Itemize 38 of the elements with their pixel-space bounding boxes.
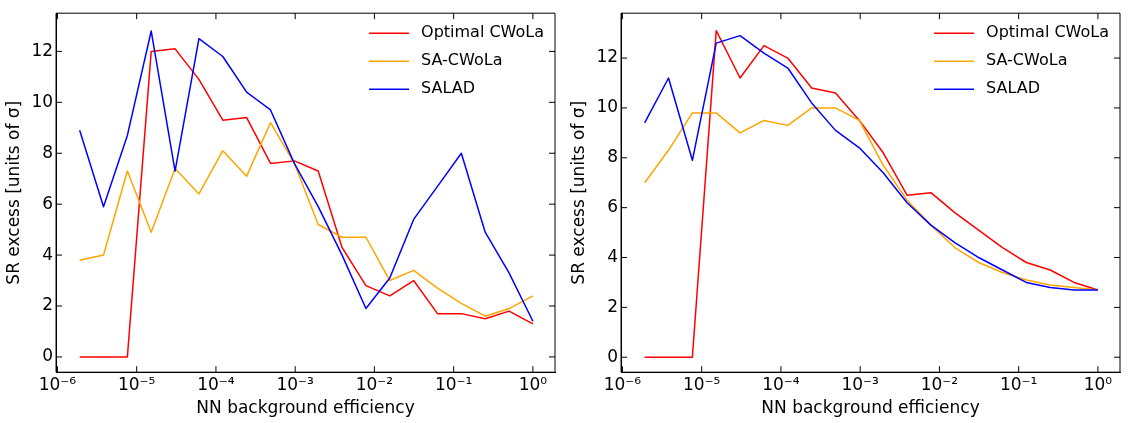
y-tick-label: 0: [42, 345, 54, 366]
x-tick-label: 10⁻²: [920, 373, 959, 394]
y-tick-label: 2: [607, 295, 619, 316]
legend-label: Optimal CWoLa: [986, 22, 1109, 42]
x-tick-label: 10⁻²: [355, 373, 394, 394]
y-axis-title: SR excess [units of σ]: [2, 100, 23, 285]
y-tick-label: 0: [607, 345, 619, 366]
y-tick-label: 8: [42, 141, 54, 162]
legend-label: SA-CWoLa: [986, 50, 1068, 70]
y-tick-label: 4: [42, 243, 54, 264]
y-tick-label: 10: [31, 90, 54, 111]
y-tick-label: 6: [42, 192, 54, 213]
y-tick-label: 12: [31, 39, 54, 60]
x-tick-label: 10⁻⁶: [38, 373, 77, 394]
x-tick-label: 10⁻⁶: [603, 373, 642, 394]
x-tick-label: 10⁻⁴: [197, 373, 235, 394]
y-tick-label: 4: [607, 245, 619, 266]
y-tick-label: 6: [607, 196, 619, 217]
legend-label: Optimal CWoLa: [421, 22, 544, 42]
y-tick-label: 10: [596, 96, 619, 117]
legend-label: SALAD: [421, 78, 475, 98]
y-tick-label: 2: [42, 294, 54, 315]
x-axis-title: NN background efficiency: [196, 397, 415, 418]
legend-label: SA-CWoLa: [421, 50, 503, 70]
x-tick-label: 10⁻³: [841, 373, 879, 394]
x-tick-label: 10⁻³: [276, 373, 314, 394]
x-tick-label: 10⁻⁵: [682, 373, 721, 394]
x-tick-label: 10⁰: [1083, 373, 1113, 394]
x-tick-label: 10⁰: [518, 373, 548, 394]
y-axis-title: SR excess [units of σ]: [567, 100, 588, 285]
x-tick-label: 10⁻¹: [999, 373, 1038, 394]
legend-label: SALAD: [986, 78, 1040, 98]
y-tick-label: 8: [607, 146, 619, 167]
y-tick-label: 12: [596, 46, 619, 67]
x-tick-label: 10⁻⁴: [762, 373, 800, 394]
x-tick-label: 10⁻⁵: [117, 373, 156, 394]
x-axis-title: NN background efficiency: [761, 397, 980, 418]
x-tick-label: 10⁻¹: [434, 373, 473, 394]
